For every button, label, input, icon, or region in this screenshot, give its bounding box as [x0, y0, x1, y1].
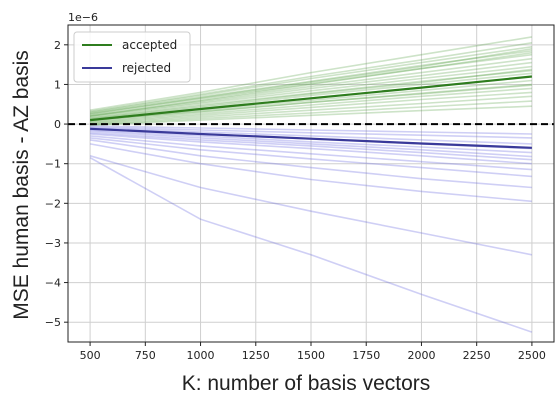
series-line-rejected: [89, 143, 532, 203]
y-axis-title: MSE human basis - AZ basis: [10, 50, 33, 320]
y-tick-label: 1: [54, 78, 61, 91]
series-lines: [68, 36, 554, 333]
x-tick-label: 1500: [297, 349, 325, 362]
x-tick-label: 1250: [242, 349, 270, 362]
series-line-rejected: [90, 129, 532, 154]
series-line-rejected: [90, 130, 532, 158]
series-line-accepted: [90, 61, 532, 117]
y-tick-label: −3: [45, 237, 61, 250]
y-tick-label: −4: [45, 277, 61, 290]
series-line-rejected: [90, 127, 532, 145]
series-line-rejected: [89, 155, 533, 256]
series-line-accepted: [89, 46, 533, 113]
series-line-accepted: [90, 84, 532, 121]
axis-ticks: 500 750 1000 1250 1500 1750 2000 2250 2500 −5 −4 −3…: [45, 39, 546, 362]
series-line-rejected: [90, 132, 532, 161]
x-tick-label: 2000: [407, 349, 435, 362]
x-tick-label: 750: [135, 349, 156, 362]
series-line-accepted: [89, 51, 533, 117]
legend-label-rejected: rejected: [122, 61, 171, 75]
series-line-accepted: [89, 36, 533, 111]
series-mean-line-rejected: [90, 127, 532, 149]
series-line-accepted: [89, 50, 533, 114]
series-mean-line-accepted: [89, 75, 533, 122]
series-line-accepted: [89, 53, 532, 115]
series-line-accepted: [90, 65, 532, 118]
series-line-accepted: [90, 100, 532, 126]
x-tick-label: 1750: [352, 349, 380, 362]
series-line-rejected: [90, 135, 532, 171]
series-line-rejected: [90, 133, 532, 165]
y-tick-label: 2: [54, 39, 61, 52]
series-line-rejected: [89, 157, 533, 333]
series-line-rejected: [90, 137, 532, 178]
grid: [68, 25, 554, 342]
series-line-accepted: [90, 95, 532, 125]
y-offset-label: 1e−6: [68, 11, 98, 24]
y-tick-label: 0: [54, 118, 61, 131]
series-line-accepted: [90, 87, 532, 124]
series-line-accepted: [90, 68, 532, 120]
x-tick-label: 1000: [187, 349, 215, 362]
series-line-rejected: [90, 126, 532, 139]
series-line-rejected: [89, 139, 532, 189]
legend: accepted rejected: [73, 31, 191, 83]
series-line-rejected: [90, 125, 532, 135]
series-line-accepted: [90, 91, 532, 125]
x-tick-label: 2250: [463, 349, 491, 362]
y-tick-label: −2: [45, 197, 61, 210]
x-tick-label: 2500: [518, 349, 546, 362]
series-line-accepted: [90, 72, 532, 121]
series-line-accepted: [89, 42, 533, 113]
x-axis-title: K: number of basis vectors: [182, 372, 431, 395]
series-line-accepted: [90, 105, 532, 127]
series-line-accepted: [89, 57, 532, 117]
legend-label-accepted: accepted: [122, 38, 177, 52]
series-line-accepted: [89, 48, 533, 115]
y-tick-label: −5: [45, 316, 61, 329]
series-line-accepted: [90, 69, 532, 119]
x-tick-label: 500: [80, 349, 101, 362]
series-line-accepted: [90, 83, 532, 123]
y-tick-label: −1: [45, 158, 61, 171]
